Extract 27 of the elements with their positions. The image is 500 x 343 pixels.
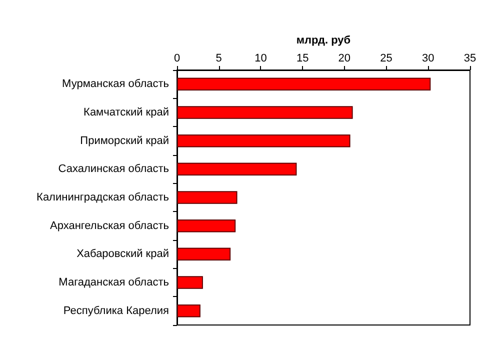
x-tick-label: 25 bbox=[380, 52, 392, 64]
y-tick-label: Хабаровский край bbox=[76, 248, 169, 260]
x-tick-label: 30 bbox=[422, 52, 434, 64]
y-tick-label: Приморский край bbox=[80, 134, 169, 147]
x-tick-label: 15 bbox=[296, 52, 309, 64]
bar bbox=[177, 219, 236, 232]
y-tick-label: Сахалинская область bbox=[58, 163, 170, 176]
bar bbox=[177, 162, 297, 176]
bar bbox=[177, 191, 238, 204]
y-tick-label: Республика Карелия bbox=[63, 304, 170, 317]
bar bbox=[177, 106, 353, 119]
x-tick-label: 20 bbox=[338, 52, 351, 64]
y-tick-label: Архангельская область bbox=[50, 220, 170, 232]
x-axis-title: млрд. руб bbox=[296, 34, 351, 46]
y-tick-label: Мурманская область bbox=[62, 78, 170, 90]
bar bbox=[177, 304, 200, 318]
x-tick-label: 10 bbox=[254, 52, 267, 64]
y-tick-label: Калининградская область bbox=[36, 192, 170, 204]
bar bbox=[177, 78, 431, 91]
y-tick-label: Камчатский край bbox=[84, 106, 169, 118]
x-tick-label: 0 bbox=[174, 52, 180, 64]
x-tick-label: 35 bbox=[464, 52, 476, 64]
bar bbox=[177, 134, 350, 148]
y-tick-label: Магаданская область bbox=[58, 276, 170, 288]
bar bbox=[177, 248, 231, 261]
x-tick-label: 5 bbox=[216, 52, 222, 64]
bar bbox=[177, 276, 203, 289]
